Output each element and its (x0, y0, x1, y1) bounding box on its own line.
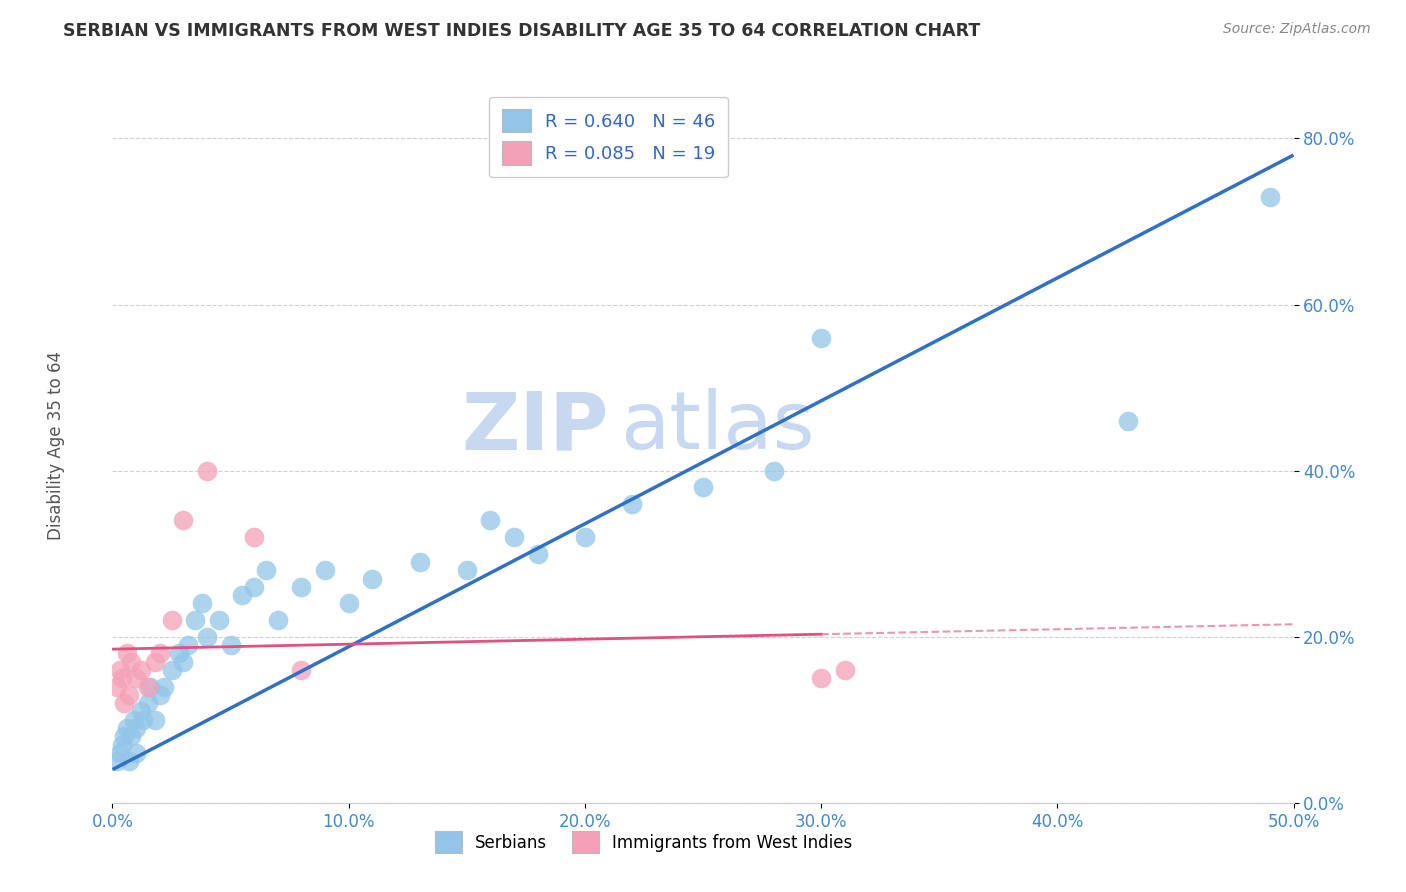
Point (267, 613, 290, 627)
Point (692, 480, 714, 494)
Text: Source: ZipAtlas.com: Source: ZipAtlas.com (1223, 22, 1371, 37)
Point (177, 638, 200, 652)
Point (111, 671, 134, 685)
Point (136, 696, 159, 710)
Point (1116, 414, 1139, 428)
Point (125, 746, 148, 760)
Point (125, 671, 148, 685)
Point (337, 597, 360, 611)
Point (503, 530, 526, 544)
Point (160, 663, 183, 677)
Point (314, 563, 336, 577)
Point (1258, 189, 1281, 203)
Point (129, 705, 152, 719)
Point (122, 713, 145, 727)
Point (479, 513, 502, 527)
Text: ZIP: ZIP (461, 388, 609, 467)
Point (167, 646, 190, 660)
Point (195, 464, 218, 478)
Point (762, 464, 785, 478)
Point (112, 696, 135, 710)
Point (408, 555, 430, 569)
Point (160, 613, 183, 627)
Point (136, 680, 159, 694)
Point (834, 663, 856, 677)
Point (143, 713, 166, 727)
Point (290, 580, 312, 594)
Point (115, 721, 138, 735)
Point (105, 680, 128, 694)
Point (526, 547, 548, 561)
Point (105, 754, 128, 768)
Point (108, 663, 131, 677)
Text: atlas: atlas (620, 388, 814, 467)
Point (184, 613, 207, 627)
Point (125, 721, 148, 735)
Point (118, 754, 141, 768)
Point (149, 646, 172, 660)
Text: SERBIAN VS IMMIGRANTS FROM WEST INDIES DISABILITY AGE 35 TO 64 CORRELATION CHART: SERBIAN VS IMMIGRANTS FROM WEST INDIES D… (63, 22, 980, 40)
Point (111, 738, 134, 752)
Point (195, 630, 218, 644)
Point (153, 680, 176, 694)
Point (149, 688, 172, 702)
Point (208, 613, 231, 627)
Point (456, 563, 478, 577)
Point (118, 688, 141, 702)
Point (132, 713, 155, 727)
Legend: Serbians, Immigrants from West Indies: Serbians, Immigrants from West Indies (429, 825, 859, 860)
Point (191, 597, 214, 611)
Point (108, 746, 131, 760)
Point (621, 497, 644, 511)
Point (243, 530, 266, 544)
Point (172, 513, 194, 527)
Point (172, 655, 194, 669)
Point (574, 530, 596, 544)
Point (290, 663, 312, 677)
Point (810, 671, 832, 685)
Point (254, 563, 277, 577)
Point (243, 580, 266, 594)
Point (129, 663, 152, 677)
Point (139, 680, 162, 694)
Point (361, 572, 384, 586)
Point (120, 655, 142, 669)
Point (143, 655, 166, 669)
Point (810, 331, 832, 345)
Text: Disability Age 35 to 64: Disability Age 35 to 64 (48, 351, 65, 541)
Point (120, 730, 142, 744)
Point (115, 646, 138, 660)
Point (112, 730, 135, 744)
Point (219, 638, 242, 652)
Point (231, 588, 253, 602)
